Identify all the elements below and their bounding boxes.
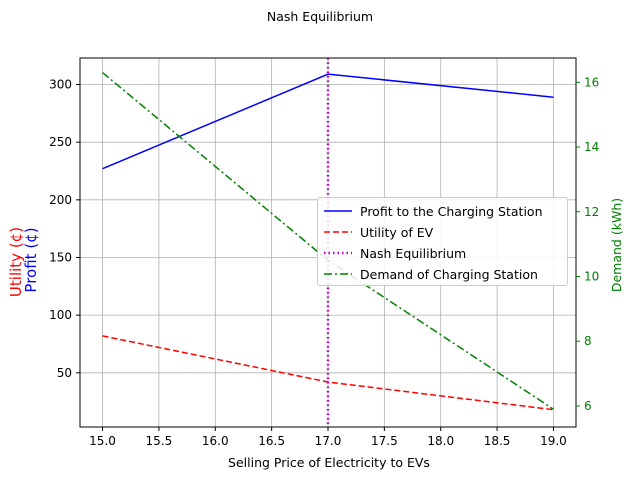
left-axis-label-utility: Utility (¢) (7, 227, 25, 297)
x-tick-label-6: 18.0 (427, 434, 454, 448)
legend-swatch-utility (324, 231, 352, 233)
right-tick-label-2: 10 (584, 269, 599, 283)
x-tick-label-2: 16.0 (202, 434, 229, 448)
x-tick-label-5: 17.5 (371, 434, 398, 448)
legend-item-demand: Demand of Charging Station (324, 264, 538, 284)
left-tick-label-0: 50 (57, 366, 72, 380)
series-line-profit-to-the-charging-station (102, 73, 554, 170)
legend-item-utility: Utility of EV (324, 222, 433, 242)
legend-label-utility: Utility of EV (360, 224, 434, 240)
legend: Profit to the Charging Station Utility o… (317, 197, 568, 286)
x-tick-label-7: 18.5 (484, 434, 511, 448)
left-tick-label-4: 250 (49, 135, 72, 149)
legend-swatch-demand (324, 273, 352, 275)
legend-swatch-profit (324, 210, 352, 212)
right-axis-ticks: 6 8 10 12 14 16 (576, 75, 599, 413)
x-tick-label-4: 17.0 (315, 434, 342, 448)
x-tick-label-8: 19.0 (540, 434, 567, 448)
legend-label-profit: Profit to the Charging Station (360, 203, 543, 219)
legend-label-nash: Nash Equilibrium (360, 245, 467, 261)
x-tick-label-0: 15.0 (89, 434, 116, 448)
left-tick-label-1: 100 (49, 308, 72, 322)
left-tick-label-5: 300 (49, 78, 72, 92)
x-axis-label: Selling Price of Electricity to EVs (228, 455, 430, 470)
right-tick-label-4: 14 (584, 140, 599, 154)
right-tick-label-5: 16 (584, 75, 599, 89)
legend-item-nash: Nash Equilibrium (324, 243, 466, 263)
right-tick-label-0: 6 (584, 399, 592, 413)
left-axis-label-profit: Profit (¢) (22, 227, 40, 292)
left-axis-ticks: 50 100 150 200 250 300 (49, 78, 80, 380)
x-axis-ticks: 15.0 15.5 16.0 16.5 17.0 17.5 18.0 18.5 19.0 (89, 427, 567, 448)
legend-swatch-nash (324, 251, 352, 255)
right-axis-label: Demand (kWh) (609, 198, 624, 292)
x-tick-label-3: 16.5 (258, 434, 285, 448)
x-tick-label-1: 15.5 (146, 434, 173, 448)
chart-title: Nash Equilibrium (267, 9, 373, 24)
legend-label-demand: Demand of Charging Station (360, 266, 538, 282)
legend-item-profit: Profit to the Charging Station (324, 201, 543, 221)
right-tick-label-3: 12 (584, 205, 599, 219)
right-tick-label-1: 8 (584, 334, 592, 348)
left-tick-label-2: 150 (49, 250, 72, 264)
left-tick-label-3: 200 (49, 193, 72, 207)
